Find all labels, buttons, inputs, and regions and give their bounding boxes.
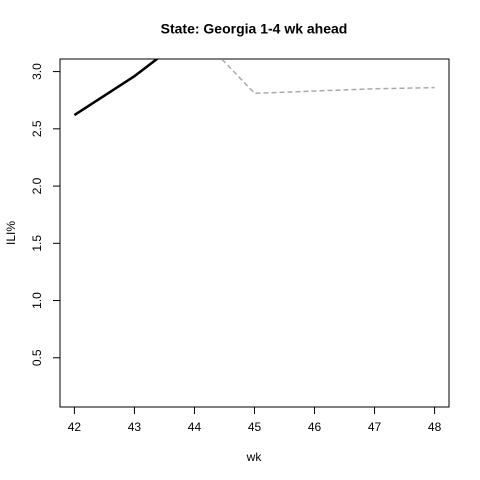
x-tick-label: 46 <box>308 420 322 434</box>
y-axis-label: ILI% <box>4 221 18 245</box>
chart-title: State: Georgia 1-4 wk ahead <box>161 21 348 37</box>
x-tick-label: 45 <box>248 420 262 434</box>
series-line <box>73 59 160 117</box>
y-tick-label: 1.0 <box>30 292 44 309</box>
y-tick-label: 2.5 <box>30 120 44 137</box>
x-tick-label: 43 <box>128 420 142 434</box>
x-tick-label: 47 <box>368 420 382 434</box>
y-tick-label: 0.5 <box>30 349 44 366</box>
y-tick-label: 1.5 <box>30 235 44 252</box>
series-line <box>220 59 435 95</box>
x-tick-label: 42 <box>68 420 82 434</box>
plot-area <box>73 59 435 117</box>
y-tick-label: 2.0 <box>30 177 44 194</box>
y-tick-label: 3.0 <box>30 63 44 80</box>
x-tick-label: 48 <box>428 420 442 434</box>
x-tick-label: 44 <box>188 420 202 434</box>
x-axis-label: wk <box>246 450 263 464</box>
